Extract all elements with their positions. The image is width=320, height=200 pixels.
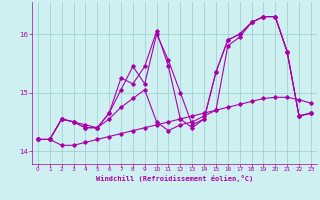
X-axis label: Windchill (Refroidissement éolien,°C): Windchill (Refroidissement éolien,°C) (96, 175, 253, 182)
